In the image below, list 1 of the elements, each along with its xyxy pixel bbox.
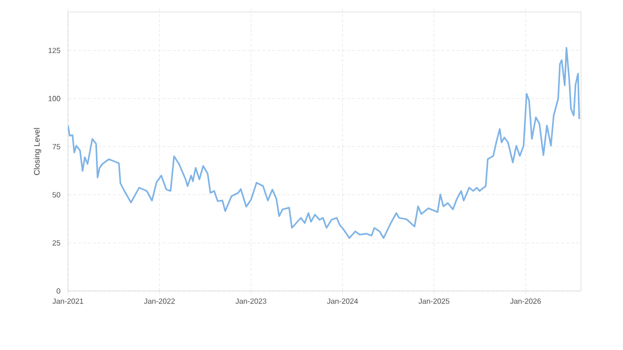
line-series [68,46,580,239]
